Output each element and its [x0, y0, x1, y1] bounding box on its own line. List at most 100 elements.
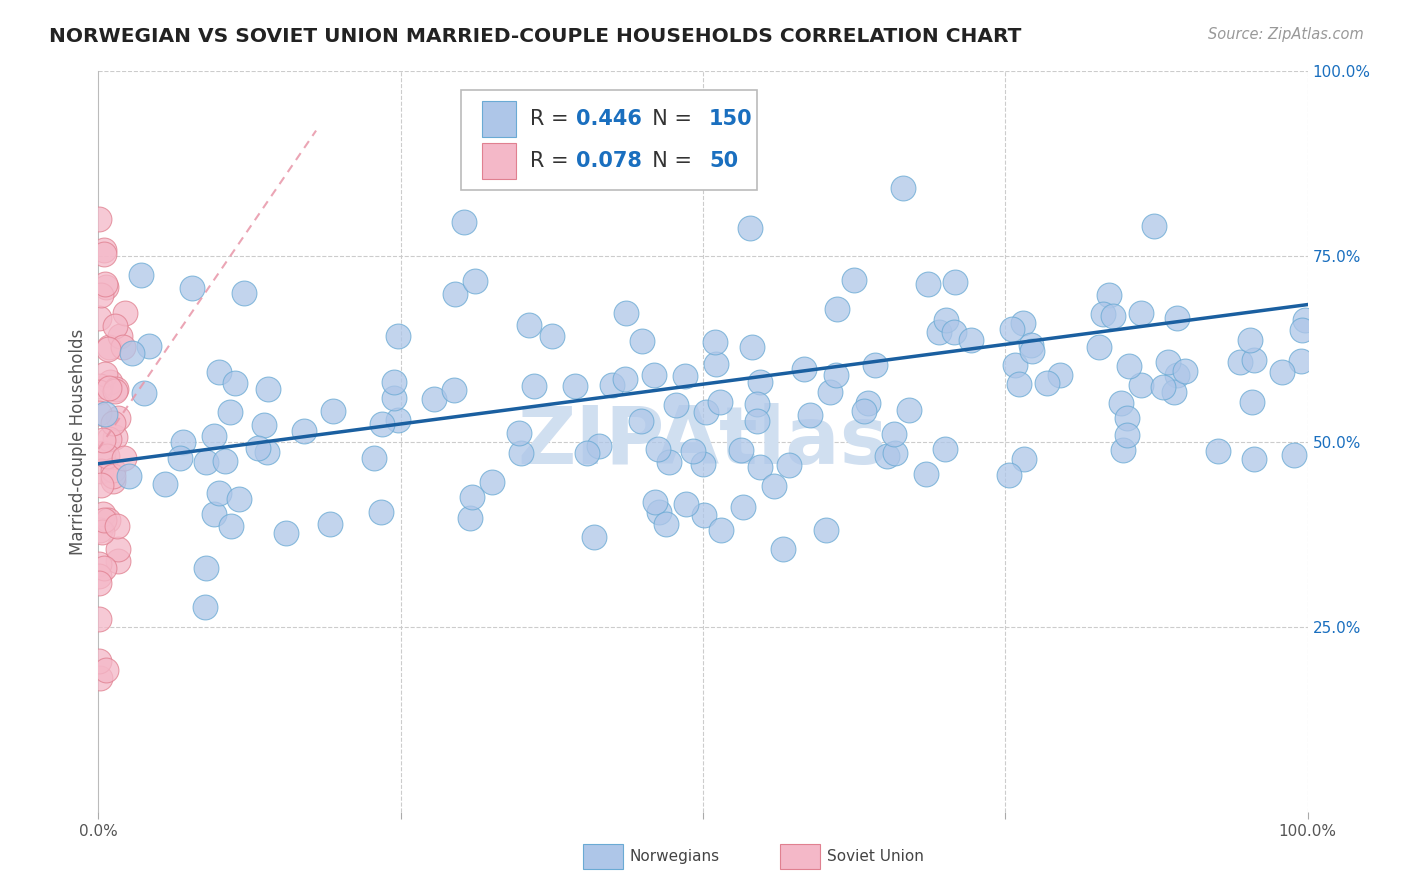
Point: [121, 346, 143, 360]
Point: [1166, 311, 1188, 326]
Bar: [482, 101, 516, 136]
Point: [256, 445, 278, 459]
Point: [423, 392, 446, 406]
Point: [1152, 379, 1174, 393]
Point: [89, 406, 111, 420]
Point: [129, 268, 152, 283]
Point: [814, 523, 837, 537]
Point: [614, 372, 637, 386]
Point: [87, 612, 110, 626]
Point: [460, 490, 482, 504]
Point: [93, 247, 115, 261]
Point: [101, 416, 124, 430]
Point: [631, 334, 654, 348]
Point: [87, 212, 110, 227]
Point: [583, 531, 606, 545]
Point: [1011, 316, 1033, 330]
Point: [107, 411, 129, 425]
Point: [1294, 312, 1316, 326]
Point: [1118, 359, 1140, 373]
Point: [93, 243, 115, 257]
Point: [89, 523, 111, 537]
Point: [87, 568, 110, 582]
Point: [105, 518, 128, 533]
Point: [481, 475, 503, 489]
Point: [692, 457, 714, 471]
Point: [104, 318, 127, 333]
Point: [93, 561, 115, 575]
Point: [89, 311, 111, 326]
Point: [1282, 448, 1305, 462]
Point: [101, 463, 124, 477]
Point: [883, 427, 905, 442]
Point: [202, 507, 225, 521]
Text: 150: 150: [709, 109, 752, 128]
Point: [97, 381, 120, 395]
Point: [90, 477, 112, 491]
Point: [94, 277, 117, 292]
Point: [675, 497, 697, 511]
Text: Norwegians: Norwegians: [630, 849, 720, 863]
Point: [630, 414, 652, 428]
Point: [208, 365, 231, 379]
Point: [891, 180, 914, 194]
Point: [614, 306, 637, 320]
Point: [709, 395, 731, 409]
Point: [89, 557, 111, 571]
Point: [1143, 219, 1166, 234]
Point: [917, 277, 939, 291]
Point: [1091, 307, 1114, 321]
Point: [134, 385, 156, 400]
Point: [138, 339, 160, 353]
Point: [91, 446, 114, 460]
Point: [1174, 364, 1197, 378]
Point: [96, 449, 118, 463]
Point: [247, 441, 270, 455]
Point: [97, 513, 120, 527]
FancyBboxPatch shape: [461, 90, 758, 190]
Point: [1241, 395, 1264, 409]
Point: [1166, 368, 1188, 383]
Point: [738, 221, 761, 235]
Point: [370, 505, 392, 519]
Point: [118, 468, 141, 483]
Point: [897, 402, 920, 417]
Point: [748, 375, 770, 389]
Point: [1001, 322, 1024, 336]
Point: [453, 215, 475, 229]
Point: [370, 417, 392, 431]
Point: [104, 384, 127, 398]
Point: [443, 384, 465, 398]
Point: [1206, 443, 1229, 458]
Point: [1289, 354, 1312, 368]
Point: [693, 508, 716, 523]
Point: [884, 446, 907, 460]
Point: [194, 600, 217, 615]
Point: [104, 430, 127, 444]
Text: N =: N =: [638, 109, 699, 128]
Point: [97, 342, 120, 356]
Point: [748, 460, 770, 475]
Point: [510, 446, 533, 460]
Point: [87, 384, 110, 399]
Point: [460, 511, 482, 525]
Point: [658, 455, 681, 469]
Point: [827, 302, 849, 317]
Point: [778, 458, 800, 473]
Point: [1116, 411, 1139, 425]
Point: [508, 425, 530, 440]
Point: [382, 375, 405, 389]
Text: 0.078: 0.078: [576, 151, 643, 171]
Point: [853, 404, 876, 418]
Point: [517, 318, 540, 332]
Point: [232, 285, 254, 300]
Point: [934, 442, 956, 457]
Point: [682, 443, 704, 458]
Point: [1112, 442, 1135, 457]
Point: [107, 554, 129, 568]
Point: [655, 517, 678, 532]
Point: [730, 442, 752, 457]
Point: [588, 440, 610, 454]
Point: [382, 392, 405, 406]
Point: [464, 274, 486, 288]
